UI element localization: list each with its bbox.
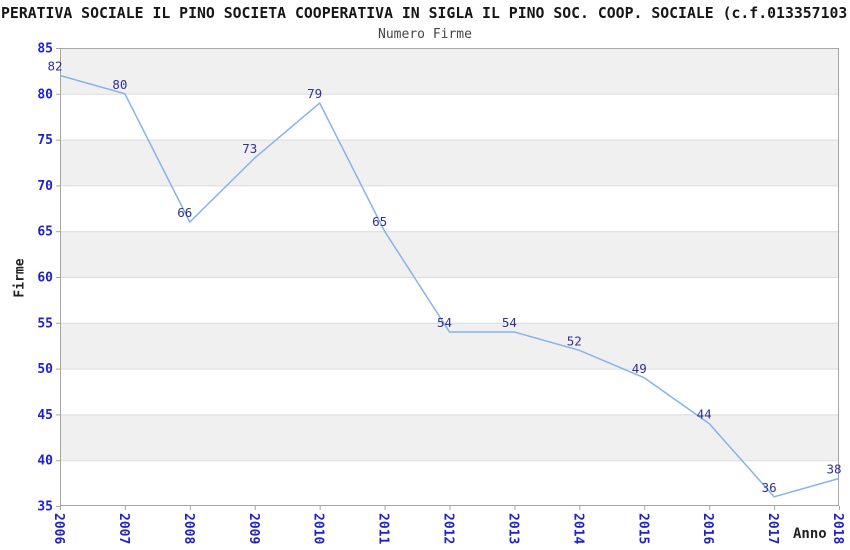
point-label: 80 — [112, 77, 127, 92]
band — [60, 231, 839, 277]
point-label: 36 — [762, 480, 777, 495]
point-label: 73 — [242, 141, 257, 156]
series — [59, 74, 840, 498]
point-label: 79 — [307, 86, 322, 101]
x-axis-title: Anno — [793, 526, 827, 542]
y-tick-label: 85 — [37, 42, 53, 57]
x-tick-label: 2006 — [51, 513, 66, 544]
point-label: 44 — [697, 407, 712, 422]
chart-subtitle: Numero Firme — [378, 27, 472, 42]
point-label: 54 — [437, 315, 452, 330]
plot-border-rect — [60, 48, 839, 506]
plot-bands — [60, 48, 839, 461]
x-tick-label: 2009 — [246, 513, 261, 544]
point-label: 54 — [502, 315, 517, 330]
y-tick-label: 65 — [37, 225, 53, 240]
y-tick-label: 70 — [37, 179, 53, 194]
band — [60, 139, 839, 186]
band — [60, 414, 839, 461]
y-tick-label: 80 — [37, 87, 53, 102]
x-tick-label: 2018 — [830, 513, 845, 544]
point-label: 38 — [826, 462, 841, 477]
axis-ticks — [56, 48, 840, 510]
x-tick-label: 2011 — [376, 513, 391, 544]
band — [60, 322, 839, 369]
y-tick-label: 45 — [37, 408, 53, 423]
x-tick-label: 2012 — [441, 513, 456, 544]
point-label: 66 — [177, 205, 192, 220]
point-label: 52 — [567, 333, 582, 348]
x-tick-labels: 2006 2007 2008 2009 2010 2011 2012 2013 2014 2015… — [51, 513, 845, 544]
point-label: 49 — [632, 361, 647, 376]
chart-title: PERATIVA SOCIALE IL PINO SOCIETA COOPERA… — [1, 5, 848, 22]
x-tick-label: 2008 — [181, 513, 196, 544]
plot-border — [60, 48, 839, 506]
x-tick-label: 2013 — [505, 513, 520, 544]
series-line — [59, 74, 840, 498]
x-tick-label: 2010 — [311, 513, 326, 544]
y-tick-label: 60 — [37, 271, 53, 286]
x-tick-label: 2014 — [570, 513, 585, 544]
point-label: 65 — [372, 214, 387, 229]
y-tick-label: 50 — [37, 362, 53, 377]
gridlines — [60, 93, 839, 462]
band — [60, 48, 839, 94]
y-tick-label: 55 — [37, 316, 53, 331]
y-tick-labels: 85 80 75 70 65 60 55 50 45 40 35 — [37, 42, 53, 515]
x-tick-label: 2007 — [116, 513, 131, 544]
y-tick-label: 35 — [37, 500, 53, 515]
x-tick-label: 2017 — [765, 513, 780, 544]
x-tick-label: 2015 — [635, 513, 650, 544]
x-tick-label: 2016 — [700, 513, 715, 544]
point-labels: 82 80 66 73 79 65 54 54 52 49 44 36 38 — [47, 59, 841, 495]
y-tick-label: 40 — [37, 454, 53, 469]
point-label: 82 — [47, 59, 62, 74]
y-tick-label: 75 — [37, 133, 53, 148]
